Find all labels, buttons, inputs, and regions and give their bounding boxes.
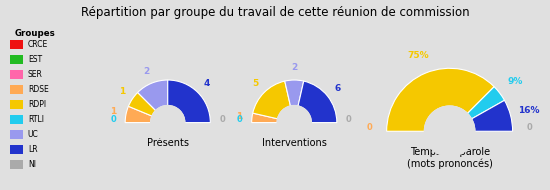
Wedge shape (285, 80, 304, 106)
Text: 5: 5 (252, 79, 258, 88)
Text: 0: 0 (527, 123, 533, 132)
Text: LR: LR (28, 145, 37, 154)
Text: 2: 2 (144, 67, 150, 76)
Text: Présents: Présents (147, 138, 189, 148)
Bar (10, 100, 23, 109)
Circle shape (425, 106, 475, 156)
Text: 0: 0 (111, 116, 117, 124)
Bar (10, 115, 23, 124)
Bar (10, 55, 23, 64)
Text: 0: 0 (219, 116, 225, 124)
Text: 1: 1 (119, 87, 125, 96)
Wedge shape (252, 113, 278, 123)
Wedge shape (128, 93, 156, 116)
Circle shape (151, 106, 185, 140)
Text: UC: UC (28, 130, 38, 139)
Text: 16%: 16% (518, 106, 540, 115)
Text: EST: EST (28, 55, 42, 64)
Text: NI: NI (28, 160, 36, 169)
Wedge shape (125, 106, 152, 123)
Text: 4: 4 (204, 79, 210, 88)
Text: RTLI: RTLI (28, 115, 44, 124)
Wedge shape (168, 80, 210, 123)
Text: 6: 6 (334, 84, 340, 93)
Bar (10, 85, 23, 94)
Wedge shape (471, 100, 513, 131)
Text: SER: SER (28, 70, 43, 79)
Wedge shape (138, 80, 168, 111)
Text: Répartition par groupe du travail de cette réunion de commission: Répartition par groupe du travail de cet… (81, 6, 469, 19)
Bar (10, 145, 23, 154)
Bar (10, 160, 23, 169)
Text: CRCE: CRCE (28, 40, 48, 49)
Text: Interventions: Interventions (262, 138, 327, 148)
Text: 1: 1 (111, 107, 117, 116)
Text: 0: 0 (366, 123, 372, 132)
Text: 1: 1 (236, 112, 243, 121)
Text: 75%: 75% (408, 51, 429, 60)
Text: Temps de parole
(mots prononcés): Temps de parole (mots prononcés) (406, 147, 493, 169)
Bar (10, 70, 23, 79)
Wedge shape (468, 87, 504, 119)
Wedge shape (253, 81, 290, 119)
Wedge shape (298, 81, 337, 123)
Text: RDSE: RDSE (28, 85, 48, 94)
Wedge shape (387, 68, 494, 131)
Text: 0: 0 (345, 116, 351, 124)
Text: 2: 2 (291, 63, 298, 72)
Text: 0: 0 (237, 116, 243, 124)
Bar (10, 130, 23, 139)
Text: Groupes: Groupes (14, 29, 55, 38)
Bar (10, 40, 23, 49)
Circle shape (277, 106, 311, 140)
Text: RDPI: RDPI (28, 100, 46, 109)
Text: 9%: 9% (507, 77, 522, 86)
